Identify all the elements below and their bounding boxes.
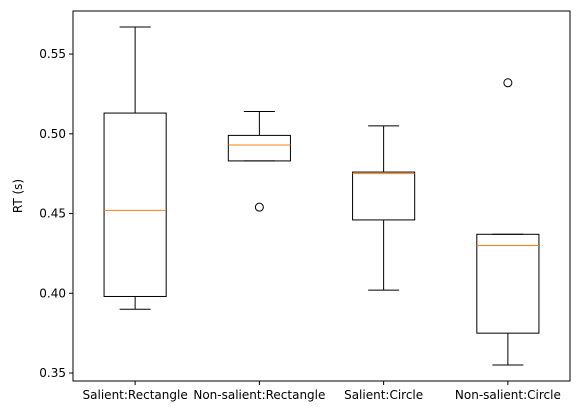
box-group [476, 78, 540, 366]
box-group [352, 125, 416, 291]
outlier-point [254, 202, 264, 212]
box-iqr [103, 112, 167, 297]
y-tick-label: 0.50 [39, 127, 66, 141]
x-tick-label: Salient:Rectangle [83, 388, 188, 402]
outlier-point [503, 78, 513, 88]
box-group [103, 26, 167, 310]
box-iqr [227, 134, 291, 162]
box-iqr [476, 233, 540, 334]
x-tick-label: Non-salient:Rectangle [193, 388, 325, 402]
box-group [227, 110, 291, 212]
y-tick-label: 0.35 [39, 366, 66, 380]
x-tick-label: Salient:Circle [344, 388, 423, 402]
y-axis: 0.35 0.40 0.45 0.50 0.55 [39, 47, 73, 380]
y-tick-label: 0.55 [39, 47, 66, 61]
plot-frame [72, 10, 571, 382]
boxes [103, 26, 540, 366]
x-axis: Salient:Rectangle Non-salient:Rectangle Sa… [83, 381, 561, 402]
box-iqr [352, 171, 416, 221]
y-axis-title: RT (s) [11, 179, 25, 213]
y-tick-label: 0.40 [39, 286, 66, 300]
x-tick-label: Non-salient:Circle [455, 388, 561, 402]
y-tick-label: 0.45 [39, 207, 66, 221]
